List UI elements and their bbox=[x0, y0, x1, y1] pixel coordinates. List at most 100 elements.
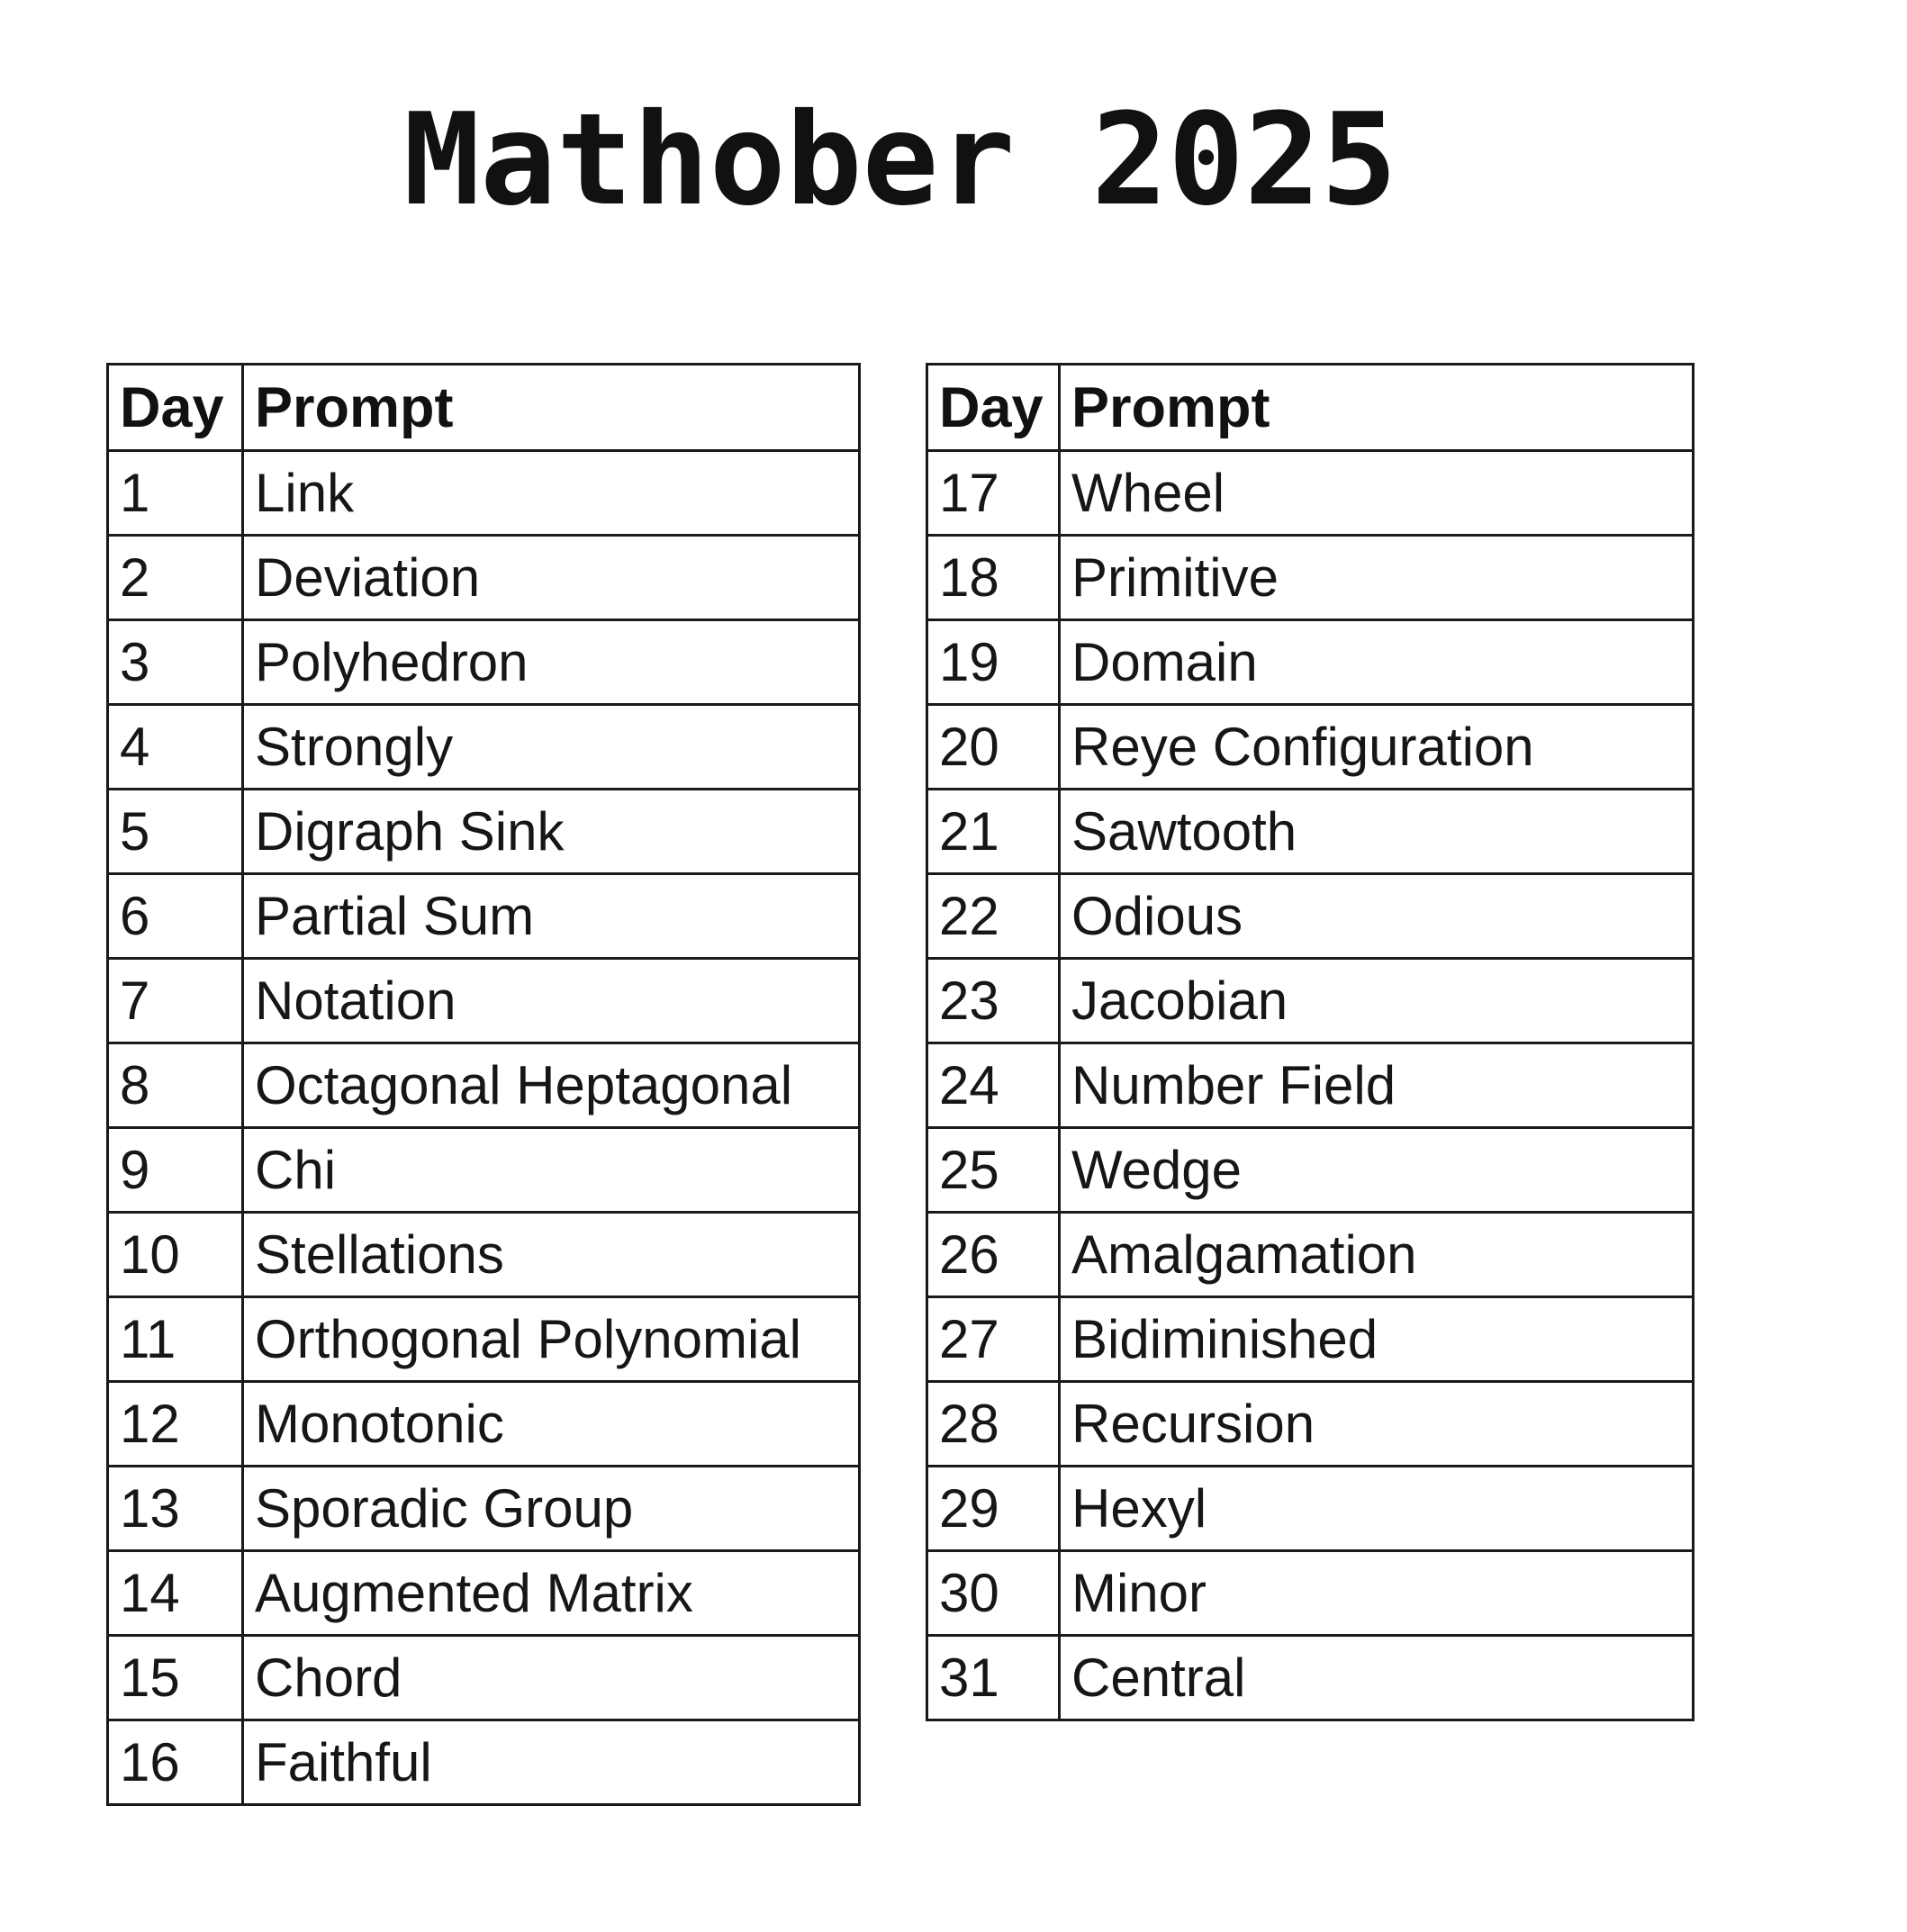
table-row: 6 Partial Sum bbox=[106, 872, 861, 960]
table-days-1-16: Day Prompt 1 Link 2 Deviation 3 Polyhedron 4 St… bbox=[106, 363, 861, 1806]
day-cell: 3 bbox=[106, 618, 244, 706]
day-cell: 31 bbox=[926, 1634, 1061, 1721]
table-row: 20 Reye Configuration bbox=[926, 703, 1695, 790]
prompt-cell: Strongly bbox=[241, 703, 861, 790]
day-cell: 21 bbox=[926, 788, 1061, 875]
day-cell: 4 bbox=[106, 703, 244, 790]
prompt-column-header: Prompt bbox=[241, 363, 861, 452]
prompt-cell: Digraph Sink bbox=[241, 788, 861, 875]
day-cell: 30 bbox=[926, 1549, 1061, 1637]
table-row: 4 Strongly bbox=[106, 703, 861, 790]
day-cell: 26 bbox=[926, 1211, 1061, 1298]
day-cell: 10 bbox=[106, 1211, 244, 1298]
prompt-cell: Sawtooth bbox=[1058, 788, 1695, 875]
table-row: 13 Sporadic Group bbox=[106, 1465, 861, 1552]
day-cell: 17 bbox=[926, 449, 1061, 537]
table-row: 7 Notation bbox=[106, 957, 861, 1044]
prompt-cell: Domain bbox=[1058, 618, 1695, 706]
prompt-cell: Primitive bbox=[1058, 534, 1695, 621]
prompt-cell: Octagonal Heptagonal bbox=[241, 1042, 861, 1129]
prompt-cell: Hexyl bbox=[1058, 1465, 1695, 1552]
day-column-header: Day bbox=[926, 363, 1061, 452]
day-cell: 9 bbox=[106, 1126, 244, 1214]
table-row: 31 Central bbox=[926, 1634, 1695, 1721]
table-row: 27 Bidiminished bbox=[926, 1296, 1695, 1383]
table-row: 26 Amalgamation bbox=[926, 1211, 1695, 1298]
prompt-cell: Bidiminished bbox=[1058, 1296, 1695, 1383]
table-body: 17 Wheel 18 Primitive 19 Domain 20 Reye Configu… bbox=[926, 449, 1695, 1721]
table-row: 15 Chord bbox=[106, 1634, 861, 1721]
table-row: 30 Minor bbox=[926, 1549, 1695, 1637]
prompt-cell: Monotonic bbox=[241, 1380, 861, 1467]
day-cell: 19 bbox=[926, 618, 1061, 706]
table-header: Day Prompt bbox=[106, 363, 861, 452]
table-body: 1 Link 2 Deviation 3 Polyhedron 4 Strongly 5 Digr… bbox=[106, 449, 861, 1806]
tables-container: Day Prompt 1 Link 2 Deviation 3 Polyhedron 4 St… bbox=[106, 363, 1695, 1806]
table-row: 1 Link bbox=[106, 449, 861, 537]
table-row: 23 Jacobian bbox=[926, 957, 1695, 1044]
prompt-cell: Notation bbox=[241, 957, 861, 1044]
header-row: Day Prompt bbox=[106, 363, 861, 452]
prompt-cell: Odious bbox=[1058, 872, 1695, 960]
table-row: 22 Odious bbox=[926, 872, 1695, 960]
table-row: 9 Chi bbox=[106, 1126, 861, 1214]
table-row: 29 Hexyl bbox=[926, 1465, 1695, 1552]
prompt-cell: Faithful bbox=[241, 1719, 861, 1806]
day-cell: 14 bbox=[106, 1549, 244, 1637]
table-row: 11 Orthogonal Polynomial bbox=[106, 1296, 861, 1383]
table-row: 3 Polyhedron bbox=[106, 618, 861, 706]
table-row: 2 Deviation bbox=[106, 534, 861, 621]
page-title: Mathober 2025 bbox=[403, 86, 1397, 235]
day-cell: 25 bbox=[926, 1126, 1061, 1214]
day-cell: 11 bbox=[106, 1296, 244, 1383]
day-cell: 12 bbox=[106, 1380, 244, 1467]
table-row: 17 Wheel bbox=[926, 449, 1695, 537]
day-cell: 22 bbox=[926, 872, 1061, 960]
table-row: 10 Stellations bbox=[106, 1211, 861, 1298]
table-row: 5 Digraph Sink bbox=[106, 788, 861, 875]
prompt-cell: Stellations bbox=[241, 1211, 861, 1298]
day-cell: 16 bbox=[106, 1719, 244, 1806]
table-row: 28 Recursion bbox=[926, 1380, 1695, 1467]
prompt-cell: Deviation bbox=[241, 534, 861, 621]
day-cell: 6 bbox=[106, 872, 244, 960]
day-cell: 5 bbox=[106, 788, 244, 875]
table-row: 18 Primitive bbox=[926, 534, 1695, 621]
day-cell: 29 bbox=[926, 1465, 1061, 1552]
table-row: 21 Sawtooth bbox=[926, 788, 1695, 875]
table-row: 16 Faithful bbox=[106, 1719, 861, 1806]
prompt-cell: Jacobian bbox=[1058, 957, 1695, 1044]
prompt-cell: Augmented Matrix bbox=[241, 1549, 861, 1637]
prompt-cell: Central bbox=[1058, 1634, 1695, 1721]
table-header: Day Prompt bbox=[926, 363, 1695, 452]
table-row: 19 Domain bbox=[926, 618, 1695, 706]
prompt-cell: Chi bbox=[241, 1126, 861, 1214]
prompt-column-header: Prompt bbox=[1058, 363, 1695, 452]
day-cell: 15 bbox=[106, 1634, 244, 1721]
day-cell: 18 bbox=[926, 534, 1061, 621]
prompt-cell: Wheel bbox=[1058, 449, 1695, 537]
day-cell: 27 bbox=[926, 1296, 1061, 1383]
table-row: 24 Number Field bbox=[926, 1042, 1695, 1129]
header-row: Day Prompt bbox=[926, 363, 1695, 452]
prompt-cell: Recursion bbox=[1058, 1380, 1695, 1467]
day-cell: 8 bbox=[106, 1042, 244, 1129]
day-cell: 1 bbox=[106, 449, 244, 537]
prompt-cell: Sporadic Group bbox=[241, 1465, 861, 1552]
prompt-cell: Minor bbox=[1058, 1549, 1695, 1637]
table-row: 25 Wedge bbox=[926, 1126, 1695, 1214]
prompt-cell: Amalgamation bbox=[1058, 1211, 1695, 1298]
prompt-cell: Link bbox=[241, 449, 861, 537]
prompt-cell: Chord bbox=[241, 1634, 861, 1721]
day-column-header: Day bbox=[106, 363, 244, 452]
day-cell: 7 bbox=[106, 957, 244, 1044]
table-row: 8 Octagonal Heptagonal bbox=[106, 1042, 861, 1129]
prompt-cell: Orthogonal Polynomial bbox=[241, 1296, 861, 1383]
day-cell: 23 bbox=[926, 957, 1061, 1044]
table-row: 12 Monotonic bbox=[106, 1380, 861, 1467]
table-row: 14 Augmented Matrix bbox=[106, 1549, 861, 1637]
prompt-cell: Polyhedron bbox=[241, 618, 861, 706]
day-cell: 24 bbox=[926, 1042, 1061, 1129]
prompt-cell: Number Field bbox=[1058, 1042, 1695, 1129]
day-cell: 20 bbox=[926, 703, 1061, 790]
